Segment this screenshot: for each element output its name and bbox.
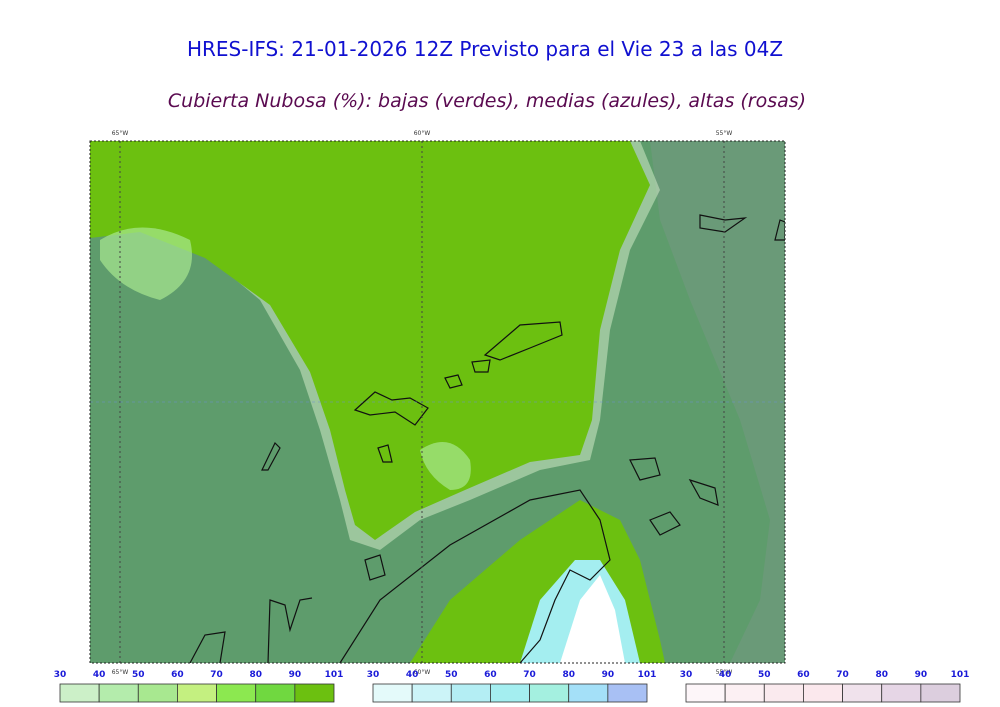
cloud-patch <box>420 442 471 490</box>
color-box <box>450 683 491 703</box>
colorbar-tick-label: 60 <box>171 670 184 680</box>
color-box <box>685 683 726 703</box>
colorbar-tick-label: 70 <box>523 670 536 680</box>
color-box <box>842 683 883 703</box>
colorbar-tick-label: 40 <box>406 670 419 680</box>
color-box <box>529 683 570 703</box>
map <box>89 140 786 664</box>
colorbar-tick-label: 80 <box>875 670 888 680</box>
color-box <box>372 683 413 703</box>
longitude-label: 60°W <box>414 669 431 676</box>
colorbar-tick-label: 80 <box>562 670 575 680</box>
title: HRES-IFS: 21-01-2026 12Z Previsto para e… <box>187 37 783 61</box>
color-box <box>920 683 961 703</box>
coastlines <box>189 214 785 663</box>
color-box <box>568 683 609 703</box>
colorbar-tick-label: 80 <box>249 670 262 680</box>
longitude-label: 60°W <box>414 130 431 137</box>
colorbar-tick-label: 30 <box>680 670 693 680</box>
longitude-label: 65°W <box>112 669 129 676</box>
map-frame <box>89 140 786 664</box>
color-box <box>490 683 530 703</box>
cloud-patch <box>100 227 192 300</box>
color-box <box>411 683 452 703</box>
color-box <box>724 683 765 703</box>
colorbar-tick-label: 30 <box>367 670 380 680</box>
colorbar-tick-label: 40 <box>719 670 732 680</box>
colorbar-tick-label: 101 <box>638 670 657 680</box>
colorbar-tick-label: 40 <box>93 670 106 680</box>
colorbar-tick-label: 90 <box>289 670 302 680</box>
color-box <box>294 683 335 703</box>
colorbar-tick-label: 70 <box>836 670 849 680</box>
clear-region <box>560 575 625 663</box>
longitude-label: 55°W <box>716 130 733 137</box>
colorbar-tick-label: 101 <box>325 670 344 680</box>
color-box <box>607 683 648 703</box>
longitude-label: 55°W <box>716 669 733 676</box>
colorbar-tick-label: 90 <box>915 670 928 680</box>
color-box <box>881 683 922 703</box>
longitude-label: 65°W <box>112 130 129 137</box>
color-box <box>255 683 296 703</box>
color-box <box>98 683 139 703</box>
low-cloud-region <box>90 141 650 540</box>
color-box <box>803 683 843 703</box>
subtitle: Cubierta Nubosa (%): bajas (verdes), med… <box>168 90 806 112</box>
color-box <box>216 683 257 703</box>
color-box <box>763 683 804 703</box>
high-cloud-region <box>650 141 785 663</box>
colorbar-tick-label: 60 <box>484 670 497 680</box>
color-box <box>59 683 100 703</box>
colorbar-tick-label: 70 <box>210 670 223 680</box>
colorbar-tick-label: 30 <box>54 670 67 680</box>
colorbar-tick-label: 50 <box>758 670 771 680</box>
colorbar-tick-label: 90 <box>602 670 615 680</box>
color-box <box>177 683 217 703</box>
colorbar-tick-label: 60 <box>797 670 810 680</box>
colorbar-tick-label: 50 <box>132 670 145 680</box>
longitude-labels: 65°W 60°W 55°W 65°W 60°W 55°W <box>112 130 733 676</box>
colorbars: 30 40 50 60 70 80 90 101 30 40 50 60 70 80 90 101 30 40 50… <box>54 670 970 703</box>
colorbar-tick-label: 101 <box>951 670 970 680</box>
color-box <box>137 683 178 703</box>
colorbar-tick-label: 50 <box>445 670 458 680</box>
